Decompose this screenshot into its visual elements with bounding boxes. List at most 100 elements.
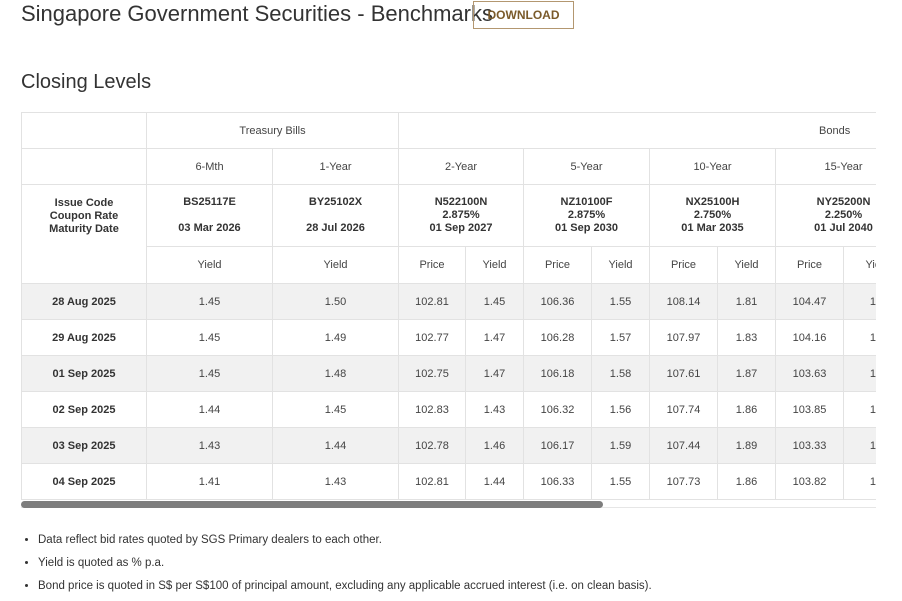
issue-code: NZ10100F [560,196,613,208]
value-cell: 102.81 [398,463,466,500]
value-cell: 102.78 [398,427,466,464]
page-title: Singapore Government Securities - Benchm… [21,1,493,26]
coupon-rate: 2.875% [442,209,480,221]
download-button[interactable]: DOWNLOAD [473,1,574,29]
value-cell: 106.18 [523,355,592,392]
value-cell: 102.81 [398,283,466,320]
subheader: Price [398,246,466,284]
tenor-header: 10-Year [649,148,776,185]
issue-label-line: Maturity Date [49,223,119,235]
notes: Data reflect bid rates quoted by SGS Pri… [20,530,652,599]
value-cell: 1.57 [591,319,650,356]
value-cell: 1.48 [272,355,399,392]
value-cell: 1.49 [272,319,399,356]
tenor-header: 15-Year [774,148,876,185]
issue-cell: BY25102X 28 Jul 2026 [272,184,399,247]
subheader: Price [775,246,844,284]
tenor-header: 6-Mth [146,148,273,185]
value-cell: 1.43 [465,391,524,428]
value-cell: 1.9 [842,355,876,392]
value-cell: 1.9 [842,463,876,500]
value-cell: 1.9 [842,427,876,464]
group-header: Treasury Bills [146,112,399,149]
value-cell: 1.44 [146,391,273,428]
value-cell: 1.89 [717,427,776,464]
subheader: Yield [272,246,399,284]
value-cell: 1.45 [146,283,273,320]
value-cell: 1.41 [146,463,273,500]
table-scroll: Treasury Bills Bonds 6-Mth 1-Year 2-Year 5-Ye… [21,112,876,501]
issue-cell: NZ10100F 2.875% 01 Sep 2030 [523,184,650,247]
value-cell: 1.83 [717,319,776,356]
spacer [148,209,272,222]
value-cell: 106.28 [523,319,592,356]
data-row: 03 Sep 2025 1.43 1.44 102.78 1.46 106.17 1.59 1… [21,427,876,464]
issue-cell: BS25117E 03 Mar 2026 [146,184,273,247]
issue-row: Issue Code Coupon Rate Maturity Date BS2511… [21,184,876,284]
maturity-date: 03 Mar 2026 [178,222,241,234]
value-cell: 1.47 [465,355,524,392]
value-cell: 103.63 [775,355,844,392]
value-cell: 107.74 [649,391,718,428]
value-cell: 1.55 [591,463,650,500]
value-cell: 107.61 [649,355,718,392]
value-cell: 102.83 [398,391,466,428]
group-row: Treasury Bills Bonds [21,112,876,149]
data-row: 28 Aug 2025 1.45 1.50 102.81 1.45 106.36 1.55 1… [21,283,876,320]
value-cell: 102.75 [398,355,466,392]
issue-code: BY25102X [308,196,363,208]
value-cell: 1.81 [717,283,776,320]
group-header: Bonds [397,112,876,149]
maturity-date: 28 Jul 2026 [306,222,365,234]
value-cell: 106.36 [523,283,592,320]
value-cell: 1.50 [272,283,399,320]
value-cell: 107.73 [649,463,718,500]
value-cell: 1.43 [272,463,399,500]
date-cell: 28 Aug 2025 [21,283,147,320]
subheader: Price [523,246,592,284]
issue-code: NY25200N [816,196,871,208]
date-cell: 29 Aug 2025 [21,319,147,356]
note: Data reflect bid rates quoted by SGS Pri… [38,530,652,553]
tenor-header: 5-Year [523,148,650,185]
date-cell: 01 Sep 2025 [21,355,147,392]
date-cell: 04 Sep 2025 [21,463,147,500]
value-cell: 1.87 [717,355,776,392]
value-cell: 1.45 [465,283,524,320]
value-cell: 1.44 [465,463,524,500]
value-cell: 1.56 [591,391,650,428]
data-row: 29 Aug 2025 1.45 1.49 102.77 1.47 106.28 1.57 1… [21,319,876,356]
tenor-header: 2-Year [398,148,524,185]
coupon-rate: 2.750% [693,209,732,221]
value-cell: 1.46 [465,427,524,464]
value-cell: 104.47 [775,283,844,320]
value-cell: 108.14 [649,283,718,320]
subheader: Yield [146,246,273,284]
value-cell: 1.58 [591,355,650,392]
value-cell: 1.86 [717,391,776,428]
note: Yield is quoted as % p.a. [38,553,652,576]
section-title: Closing Levels [21,71,152,93]
issue-code: N522100N [434,196,488,208]
value-cell: 1.86 [717,463,776,500]
value-cell: 107.97 [649,319,718,356]
tenor-header: 1-Year [272,148,399,185]
subheader-row: Yield Yield Price Yield Price Yield Price Yield… [22,246,876,284]
data-row: 04 Sep 2025 1.41 1.43 102.81 1.44 106.33 1.55 1… [21,463,876,500]
value-cell: 1.45 [146,319,273,356]
value-cell: 1.45 [272,391,399,428]
corner-cell [21,112,147,149]
subheader: Price [649,246,718,284]
value-cell: 1.59 [591,427,650,464]
issue-label: Issue Code Coupon Rate Maturity Date [21,184,147,284]
date-cell: 02 Sep 2025 [21,391,147,428]
scroll-thumb[interactable] [21,501,603,508]
subheader: Yield [842,246,876,284]
subheader: Yield [465,246,524,284]
issue-label-line: Coupon Rate [49,210,119,222]
coupon-rate: 2.250% [824,209,863,221]
maturity-date: 01 Jul 2040 [814,222,873,234]
value-cell: 1.44 [272,427,399,464]
tenor-row: 6-Mth 1-Year 2-Year 5-Year 10-Year 15-Year [21,148,876,185]
